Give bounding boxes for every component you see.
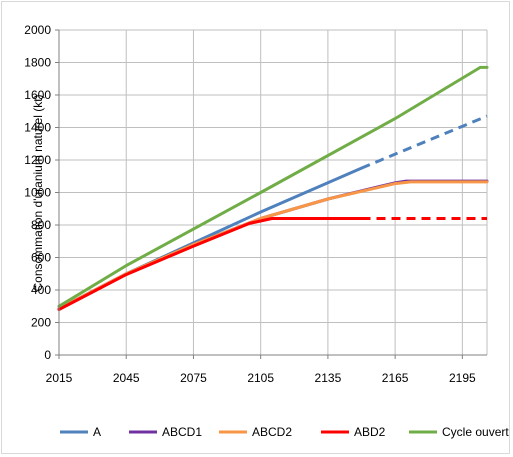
series-line-dashed-a [360,114,488,170]
y-tick-label: 1000 [24,186,51,200]
axes: 0 200 400 600 800 1000 1200 1400 1600 1800 2000 201… [24,23,487,385]
legend-label-cycle-ouvert: Cycle ouvert [442,425,509,439]
y-tick-label: 600 [31,251,51,265]
x-tick-label: 2135 [315,371,342,385]
y-tick-label: 1400 [24,121,51,135]
legend-label-abcd1: ABCD1 [162,425,202,439]
x-tick-label: 2045 [113,371,140,385]
y-tick-label: 1600 [24,88,51,102]
y-tick-label: 2000 [24,23,51,37]
y-tick-label: 1800 [24,56,51,70]
y-axis-title: Consommation d'uranium naturel (kt) [31,94,45,291]
series-lines [57,65,489,311]
x-tick-label: 2165 [382,371,409,385]
legend-label-a: A [93,425,101,439]
y-tick-label: 0 [44,348,51,362]
y-tick-label: 200 [31,316,51,330]
legend-label-abcd2: ABCD2 [252,425,292,439]
series-line-abd2 [57,217,363,311]
x-tick-label: 2195 [449,371,476,385]
y-tick-label: 1200 [24,153,51,167]
legend-label-abd2: ABD2 [354,425,386,439]
y-tick-label: 400 [31,283,51,297]
legend: A ABCD1 ABCD2 ABD2 Cycle ouvert [60,425,509,439]
x-tick-label: 2105 [247,371,274,385]
x-tick-label: 2015 [46,371,73,385]
grid [58,29,488,356]
y-tick-label: 800 [31,218,51,232]
series-line-cycle-ouvert [57,65,489,308]
x-tick-label: 2075 [180,371,207,385]
